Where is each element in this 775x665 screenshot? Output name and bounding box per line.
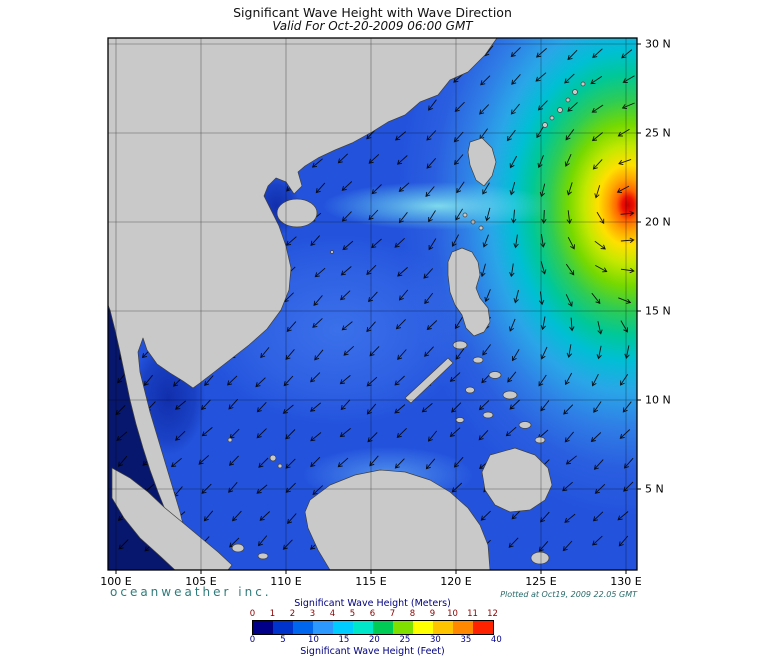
- colorbar: [251, 620, 494, 635]
- colorbar-segment: [292, 621, 313, 634]
- map-frame: [107, 37, 638, 571]
- plotted-timestamp: Plotted at Oct19, 2009 22.05 GMT: [500, 590, 637, 599]
- colorbar-segment: [412, 621, 433, 634]
- meters-tick-label: 10: [447, 609, 458, 619]
- lon-tick-label: 125 E: [525, 575, 557, 588]
- page-title: Significant Wave Height with Wave Direct…: [233, 5, 512, 20]
- colorbar-segment: [312, 621, 333, 634]
- meters-tick-label: 9: [429, 609, 436, 619]
- lat-tick-label: 30 N: [645, 37, 671, 51]
- meters-tick-label: 3: [309, 609, 316, 619]
- axis-ticks: [115, 43, 641, 574]
- colorbar-segment: [372, 621, 393, 634]
- legend-meters-title: Significant Wave Height (Meters): [294, 598, 451, 609]
- legend-feet-ticks: 0 5 10 15 20 25 30 35 40: [249, 635, 502, 646]
- meters-tick-label: 2: [289, 609, 296, 619]
- lat-tick-label: 10 N: [645, 393, 671, 407]
- feet-tick-label: 35: [460, 635, 472, 645]
- colorbar-segment: [432, 621, 453, 634]
- lon-tick-label: 120 E: [440, 575, 472, 588]
- meters-tick-label: 4: [329, 609, 336, 619]
- meters-tick-label: 5: [349, 609, 356, 619]
- colorbar-segment: [392, 621, 413, 634]
- meters-tick-label: 0: [249, 609, 256, 619]
- colorbar-segment: [352, 621, 373, 634]
- lat-tick-label: 20 N: [645, 215, 671, 229]
- meters-tick-label: 11: [467, 609, 478, 619]
- valid-time-subtitle: Valid For Oct-20-2009 06:00 GMT: [272, 19, 473, 33]
- feet-tick-label: 30: [429, 635, 441, 645]
- graticule-grid: [108, 38, 637, 570]
- colorbar-segment: [452, 621, 473, 634]
- meters-tick-label: 12: [487, 609, 498, 619]
- lon-tick-label: 105 E: [185, 575, 217, 588]
- land-layer: [108, 38, 586, 570]
- meters-tick-label: 7: [389, 609, 396, 619]
- lat-tick-label: 25 N: [645, 126, 671, 140]
- meters-tick-label: 6: [369, 609, 376, 619]
- legend-feet-title: Significant Wave Height (Feet): [300, 646, 445, 657]
- feet-tick-label: 40: [490, 635, 502, 645]
- lon-tick-label: 115 E: [355, 575, 387, 588]
- feet-tick-label: 5: [280, 635, 286, 645]
- colorbar-segment: [272, 621, 293, 634]
- lon-tick-label: 100 E: [100, 575, 132, 588]
- feet-tick-label: 15: [338, 635, 350, 645]
- colorbar-segment: [332, 621, 353, 634]
- legend-meters-ticks: 0 1 2 3 4 5 6 7 8 9 10 11 12: [249, 609, 498, 620]
- colorbar-segment: [252, 621, 273, 634]
- meters-tick-label: 8: [409, 609, 416, 619]
- lon-tick-label: 130 E: [610, 575, 642, 588]
- feet-tick-label: 25: [399, 635, 411, 645]
- lat-tick-label: 15 N: [645, 304, 671, 318]
- lat-tick-label: 5 N: [645, 482, 664, 496]
- feet-tick-label: 20: [368, 635, 380, 645]
- feet-tick-label: 0: [249, 635, 256, 645]
- colorbar-segment: [472, 621, 493, 634]
- feet-tick-label: 10: [308, 635, 319, 645]
- lon-tick-label: 110 E: [270, 575, 302, 588]
- oceanweather-branding: oceanweather inc.: [110, 585, 272, 599]
- meters-tick-label: 1: [269, 609, 276, 619]
